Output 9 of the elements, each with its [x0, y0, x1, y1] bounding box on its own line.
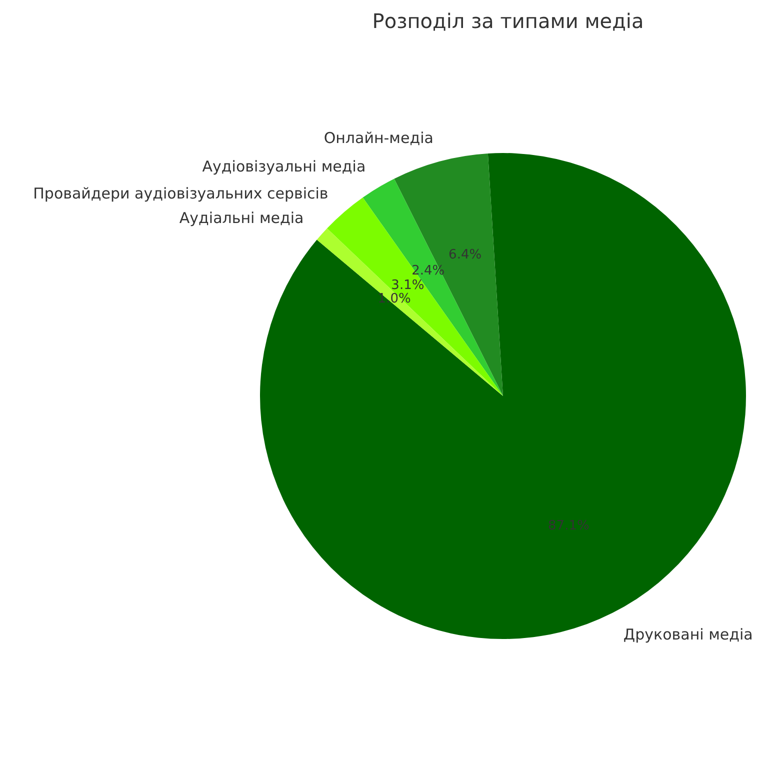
data-label: 2.4% — [412, 263, 445, 278]
slice-label: Онлайн-медіа — [324, 128, 434, 147]
slice-label: Аудіальні медіа — [179, 208, 304, 227]
data-label: 3.1% — [391, 278, 424, 294]
slice-label: Аудіовізуальні медіа — [202, 158, 366, 176]
data-label: 6.4% — [448, 248, 482, 263]
slice-label: Провайдери аудіовізуальних сервісів — [33, 184, 328, 203]
slice-label: Друковані медіа — [623, 626, 753, 644]
chart-title: Розподіл за типами медіа — [372, 9, 644, 33]
